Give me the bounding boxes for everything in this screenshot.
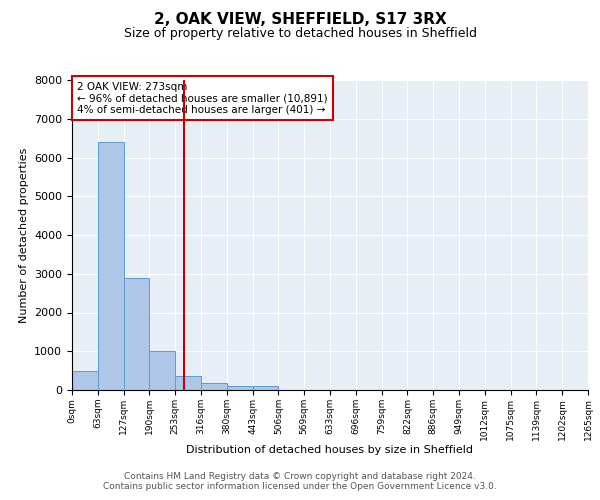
Bar [149, 351, 175, 390]
Y-axis label: Number of detached properties: Number of detached properties [19, 148, 29, 322]
Bar [175, 376, 201, 390]
Bar [124, 278, 149, 390]
X-axis label: Distribution of detached houses by size in Sheffield: Distribution of detached houses by size … [187, 446, 473, 456]
Bar [253, 386, 278, 390]
Text: 2, OAK VIEW, SHEFFIELD, S17 3RX: 2, OAK VIEW, SHEFFIELD, S17 3RX [154, 12, 446, 28]
Text: Contains HM Land Registry data © Crown copyright and database right 2024.: Contains HM Land Registry data © Crown c… [124, 472, 476, 481]
Text: 2 OAK VIEW: 273sqm
← 96% of detached houses are smaller (10,891)
4% of semi-deta: 2 OAK VIEW: 273sqm ← 96% of detached hou… [77, 82, 328, 115]
Text: Size of property relative to detached houses in Sheffield: Size of property relative to detached ho… [124, 28, 476, 40]
Bar [201, 383, 227, 390]
Bar [72, 370, 98, 390]
Text: Contains public sector information licensed under the Open Government Licence v3: Contains public sector information licen… [103, 482, 497, 491]
Bar [98, 142, 124, 390]
Bar [227, 386, 253, 390]
